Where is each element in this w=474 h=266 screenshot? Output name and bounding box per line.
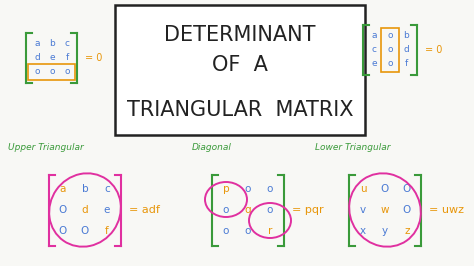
Text: o: o bbox=[49, 68, 55, 77]
Text: o: o bbox=[34, 68, 40, 77]
Text: a: a bbox=[34, 39, 40, 48]
Text: b: b bbox=[49, 39, 55, 48]
Text: e: e bbox=[104, 205, 110, 215]
Text: c: c bbox=[64, 39, 70, 48]
Text: a: a bbox=[371, 31, 377, 40]
Text: OF  A: OF A bbox=[212, 55, 268, 75]
Text: O: O bbox=[381, 184, 389, 194]
Text: O: O bbox=[81, 226, 89, 236]
Bar bbox=[115, 5, 365, 135]
Text: q: q bbox=[245, 205, 251, 215]
Text: v: v bbox=[360, 205, 366, 215]
Text: x: x bbox=[360, 226, 366, 236]
Text: z: z bbox=[404, 226, 410, 236]
Text: Lower Triangular: Lower Triangular bbox=[315, 143, 391, 152]
Text: o: o bbox=[387, 31, 393, 40]
Text: O: O bbox=[403, 205, 411, 215]
Text: o: o bbox=[245, 184, 251, 194]
Text: = adf: = adf bbox=[129, 205, 160, 215]
Bar bbox=[381, 28, 399, 72]
Text: u: u bbox=[360, 184, 366, 194]
Text: = pqr: = pqr bbox=[292, 205, 324, 215]
Bar bbox=[28, 64, 75, 80]
Text: f: f bbox=[65, 53, 69, 63]
Text: o: o bbox=[64, 68, 70, 77]
Text: c: c bbox=[372, 45, 376, 55]
Text: = uwz: = uwz bbox=[429, 205, 464, 215]
Text: o: o bbox=[223, 226, 229, 236]
Text: b: b bbox=[403, 31, 409, 40]
Text: p: p bbox=[223, 184, 229, 194]
Text: Upper Triangular: Upper Triangular bbox=[8, 143, 84, 152]
Text: o: o bbox=[245, 226, 251, 236]
Text: = 0: = 0 bbox=[425, 45, 442, 55]
Text: c: c bbox=[104, 184, 110, 194]
Text: w: w bbox=[381, 205, 389, 215]
Text: e: e bbox=[371, 60, 377, 69]
Text: o: o bbox=[267, 205, 273, 215]
Text: f: f bbox=[105, 226, 109, 236]
Text: TRIANGULAR  MATRIX: TRIANGULAR MATRIX bbox=[127, 100, 353, 120]
Text: O: O bbox=[59, 226, 67, 236]
Text: d: d bbox=[403, 45, 409, 55]
Text: o: o bbox=[387, 60, 393, 69]
Text: o: o bbox=[223, 205, 229, 215]
Text: = 0: = 0 bbox=[85, 53, 103, 63]
Text: r: r bbox=[268, 226, 272, 236]
Text: b: b bbox=[82, 184, 88, 194]
Text: O: O bbox=[403, 184, 411, 194]
Text: Diagonal: Diagonal bbox=[192, 143, 232, 152]
Text: d: d bbox=[34, 53, 40, 63]
Text: o: o bbox=[267, 184, 273, 194]
Text: a: a bbox=[60, 184, 66, 194]
Text: o: o bbox=[387, 45, 393, 55]
Text: DETERMINANT: DETERMINANT bbox=[164, 25, 316, 45]
Text: e: e bbox=[49, 53, 55, 63]
Text: f: f bbox=[404, 60, 408, 69]
Text: y: y bbox=[382, 226, 388, 236]
Text: d: d bbox=[82, 205, 88, 215]
Text: O: O bbox=[59, 205, 67, 215]
